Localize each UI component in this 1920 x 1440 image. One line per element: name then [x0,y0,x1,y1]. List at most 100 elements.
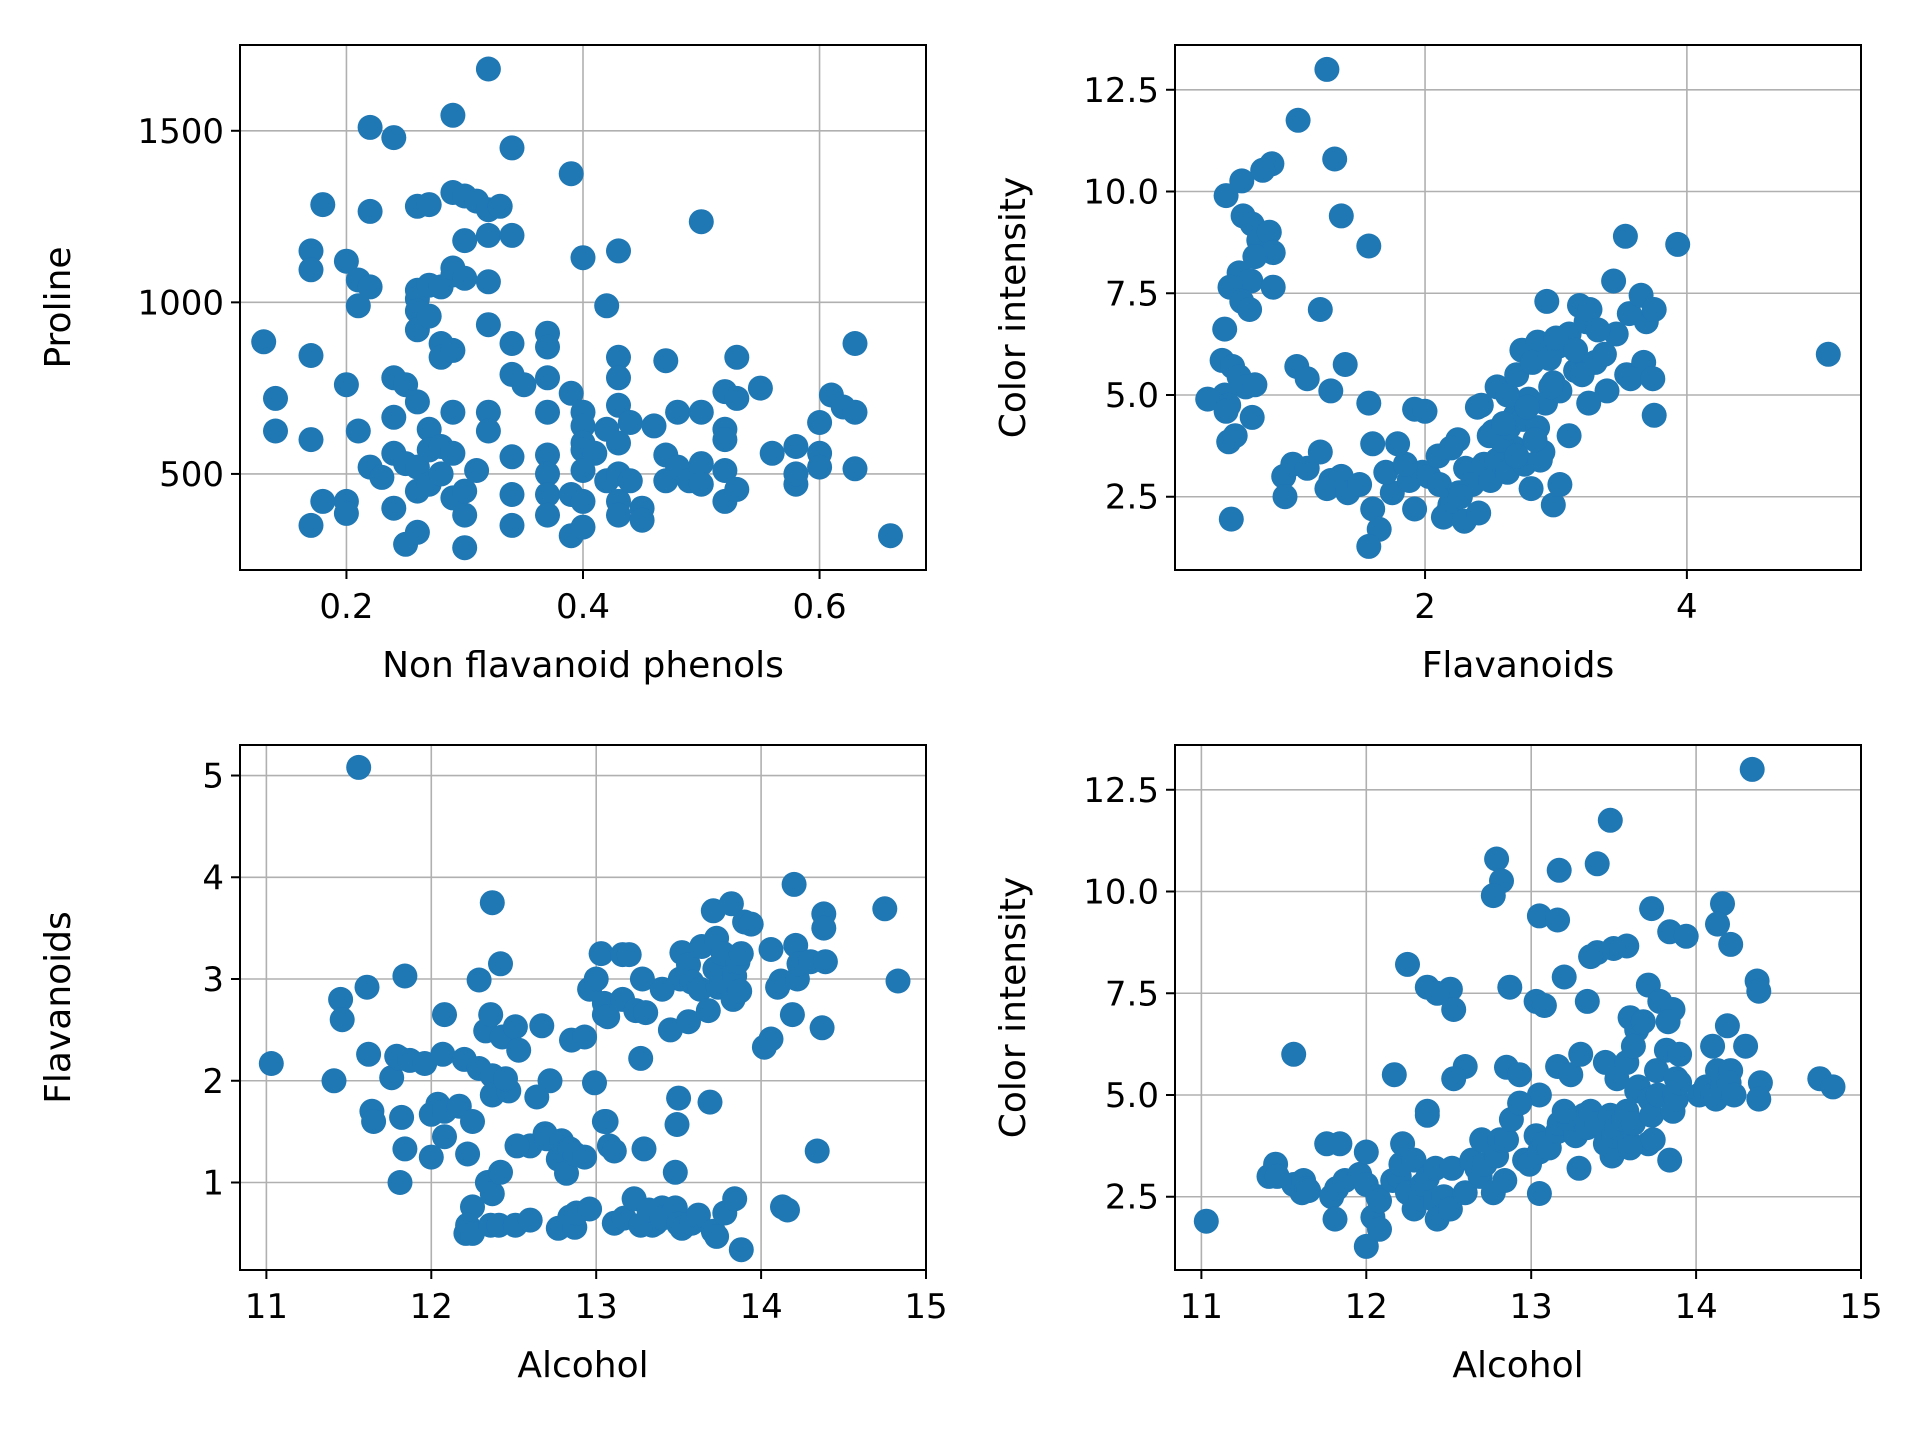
data-point [629,966,655,992]
data-point [1322,146,1348,172]
data-point [872,896,898,922]
data-point [1746,978,1772,1004]
data-point [688,399,714,425]
data-point [488,1159,513,1185]
subplots: 0.2 0.4 0.6 500 1000 1500 Non flavanoid phenol… [38,44,1883,1386]
data-point [724,385,750,411]
y-axis-label: Color intensity [993,877,1034,1139]
data-point [1657,1147,1683,1173]
data-point [572,1144,598,1170]
data-point [1507,1062,1533,1088]
data-point [1356,533,1382,559]
data-point [1527,447,1553,473]
data-point [333,372,359,398]
data-point [1296,1178,1322,1204]
data-point [582,440,608,466]
data-point [506,1037,532,1063]
data-point [583,966,609,992]
data-point [263,385,288,411]
data-point [1353,1139,1379,1165]
data-point [298,512,324,538]
scatter-series [251,56,903,561]
data-point [783,461,809,487]
data-point [499,331,525,356]
data-point [479,890,505,916]
data-point [1620,1033,1646,1059]
data-point [333,500,359,526]
y-axis-label: Color intensity [993,177,1034,439]
data-point [1285,107,1311,133]
data-point [1469,1127,1495,1153]
data-point [1640,1127,1666,1153]
data-point [572,1024,598,1050]
data-point [479,1181,505,1207]
data-point [641,413,667,439]
data-point [1630,1009,1656,1035]
data-point [354,974,380,1000]
data-point [570,413,596,439]
data-point [1294,366,1320,392]
data-point [1360,496,1386,522]
data-point [842,331,868,356]
data-point [1569,362,1595,388]
data-point [511,372,537,398]
data-point [1367,1188,1392,1214]
data-point [747,375,773,401]
data-point [812,949,838,975]
plot-area [1175,745,1861,1270]
x-tick-label: 0.2 [319,587,373,627]
data-point [1385,431,1411,457]
data-point [1347,472,1373,497]
data-point [499,512,525,538]
data-point [310,192,336,218]
data-point [616,942,642,968]
data-point [1307,439,1333,465]
data-point [1484,846,1510,872]
data-point [357,274,383,300]
data-point [665,399,691,425]
data-point [475,222,501,248]
data-point [1507,1090,1533,1116]
data-point [478,1002,504,1028]
data-point [775,1197,800,1223]
data-point [404,389,430,415]
data-point [535,334,560,360]
y-tick-label: 5 [202,757,224,797]
data-point [440,337,466,363]
data-point [558,161,584,187]
data-point [1584,851,1610,877]
data-point [418,1144,444,1170]
data-point [804,1138,830,1164]
data-point [1655,1009,1681,1035]
data-point [310,488,336,514]
data-point [628,1045,654,1071]
data-point [535,482,560,507]
y-tick-label: 1 [202,1164,224,1204]
data-point [1538,374,1564,400]
data-point [704,1223,730,1249]
data-point [1618,366,1644,392]
data-point [582,1070,607,1096]
data-point [783,932,809,958]
data-point [1640,366,1666,392]
data-point [1546,857,1572,883]
axes-frame [239,744,927,1271]
data-point [258,1051,284,1076]
data-point [499,222,525,248]
data-point [664,1112,690,1137]
x-tick-label: 15 [1839,1287,1882,1327]
data-point [1667,1041,1693,1067]
data-point [535,365,560,391]
data-point [554,1160,579,1186]
data-point [381,125,407,151]
data-point [1392,451,1418,477]
data-point [345,418,371,444]
data-point [779,1002,805,1028]
data-point [1441,1066,1467,1092]
data-point [251,329,277,355]
data-point [1242,372,1268,398]
data-point [1212,316,1238,342]
data-point [392,1136,418,1162]
x-axis-label: Non flavanoid phenols [382,645,784,686]
